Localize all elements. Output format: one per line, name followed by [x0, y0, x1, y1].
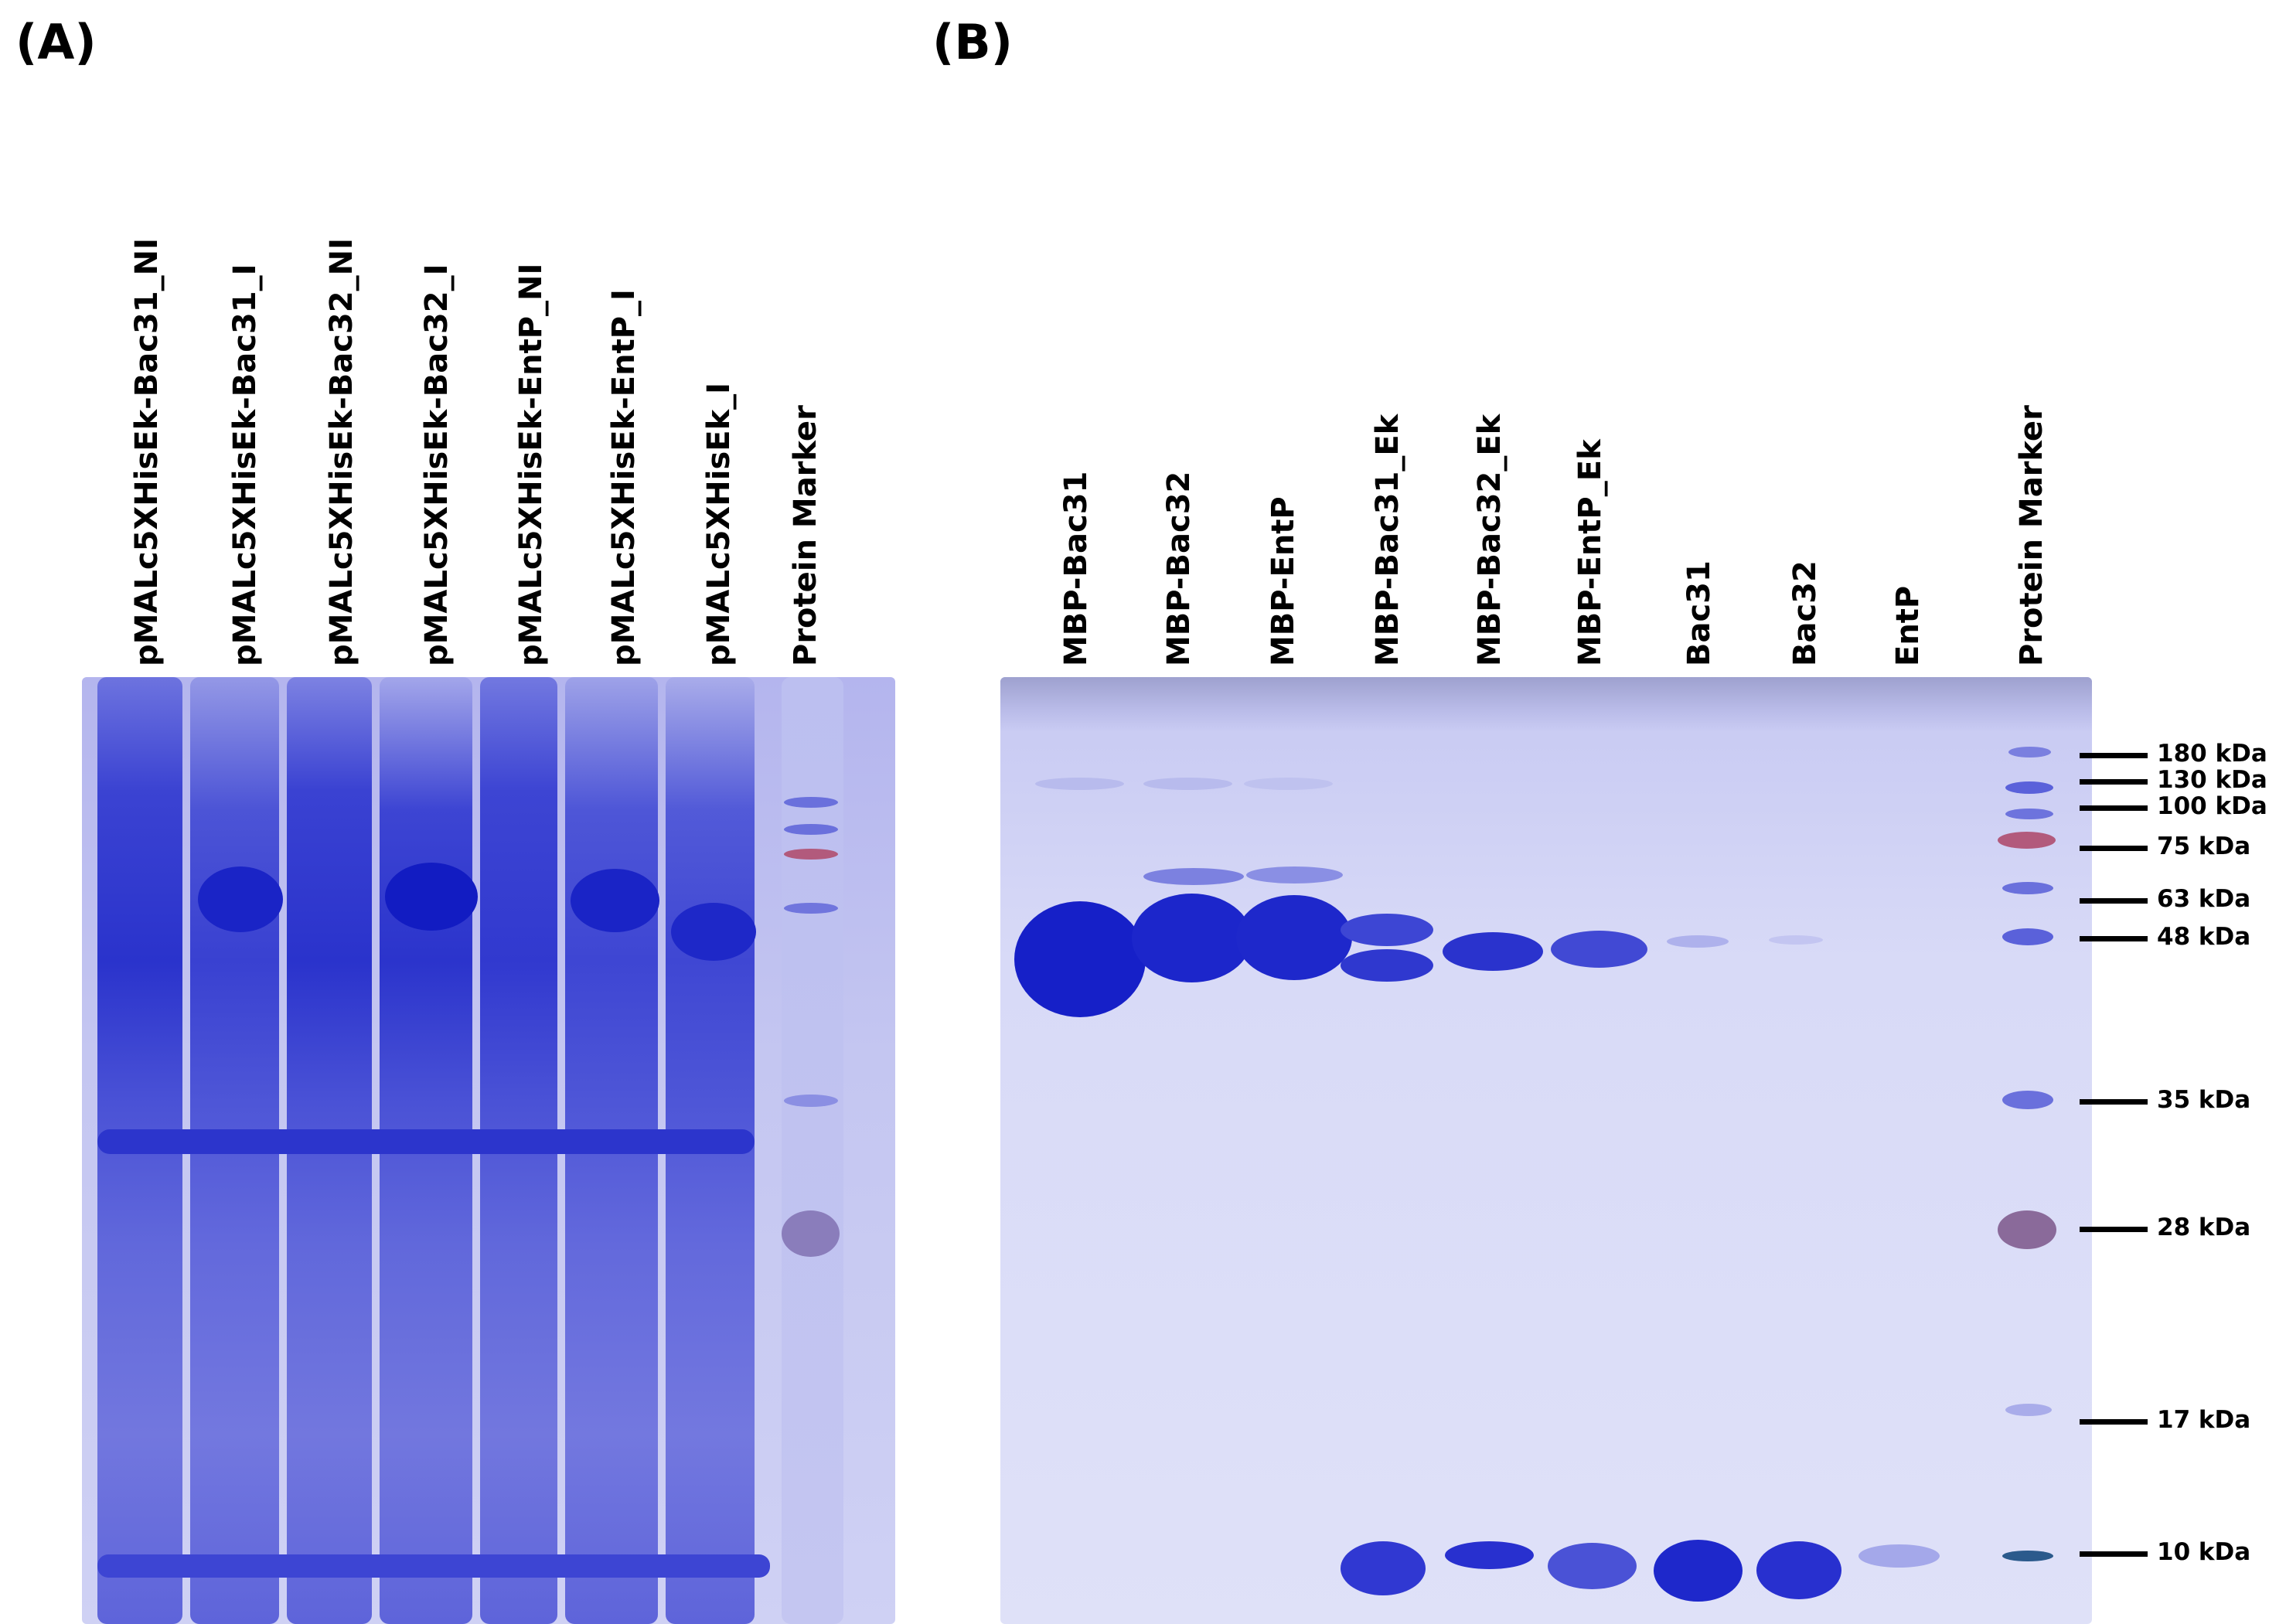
gel-b-band-faint	[1035, 778, 1124, 790]
gel-a-marker-band	[784, 824, 838, 835]
marker-tick	[2080, 753, 2148, 758]
lane-label-b-8: Bac32	[1787, 560, 1823, 666]
marker-label-17: 17 kDa	[2157, 1406, 2251, 1434]
gel-b-marker-band	[2002, 928, 2053, 945]
gel-b-band-faint	[1143, 778, 1232, 790]
lane-label-a-6: pMALc5XHisEk-EntP_I	[606, 289, 642, 666]
gel-a-band-front	[97, 1554, 770, 1578]
gel-b-band-fusion	[1132, 894, 1252, 982]
gel-b-band-fusion	[1443, 932, 1543, 971]
gel-a-marker-band	[782, 1210, 840, 1257]
gel-a-marker-band	[784, 1095, 838, 1107]
gel-a-marker-band	[784, 849, 838, 860]
gel-b-marker-band	[2008, 747, 2051, 758]
gel-b-marker-band	[2005, 809, 2053, 819]
lane-label-b-2: MBP-Bac32	[1161, 471, 1197, 666]
marker-tick	[2080, 1227, 2148, 1232]
gel-b-marker-band	[2005, 1404, 2052, 1416]
lane-label-b-1: MBP-Bac31	[1058, 471, 1094, 666]
gel-b-band-faint	[1246, 866, 1343, 883]
gel-b-band-peptide	[1654, 1540, 1743, 1602]
marker-tick	[2080, 1099, 2148, 1105]
gel-b-band-fusion	[1341, 914, 1433, 946]
gel-b-band-fusion	[1236, 895, 1352, 980]
gel-b-image	[1000, 677, 2092, 1624]
gel-b-band-fusion	[1769, 935, 1823, 945]
gel-b-band-faint	[1143, 868, 1244, 885]
marker-label-63: 63 kDa	[2157, 885, 2251, 913]
gel-b-marker-band	[2005, 781, 2053, 794]
gel-a-band-overexpressed	[671, 903, 756, 961]
lane-label-a-7: pMALc5XHisEk_I	[701, 382, 737, 666]
gel-b-band-peptide	[1548, 1543, 1637, 1589]
lane-label-a-2: pMALc5XHisEk-Bac31_I	[227, 264, 263, 666]
gel-b-band-fusion	[1551, 931, 1647, 968]
gel-a-marker-band	[784, 797, 838, 808]
lane-label-b-7: Bac31	[1681, 560, 1717, 666]
marker-label-180: 180 kDa	[2157, 740, 2267, 768]
marker-label-35: 35 kDa	[2157, 1086, 2251, 1114]
gel-b-marker-band	[1998, 1210, 2056, 1249]
lane-label-b-5: MBP-Bac32_Ek	[1472, 414, 1508, 666]
gel-a-band-overexpressed	[198, 866, 283, 932]
lane-label-a-8: Protein Marker	[788, 405, 823, 666]
gel-b-band-peptide	[1756, 1541, 1841, 1599]
marker-tick	[2080, 1419, 2148, 1425]
gel-a-image	[82, 677, 895, 1624]
panel-a-letter: (A)	[15, 14, 97, 70]
marker-tick	[2080, 1551, 2148, 1557]
gel-b-band-fusion	[1014, 901, 1146, 1017]
gel-b-band-peptide	[1445, 1541, 1534, 1569]
gel-b-band-peptide	[1858, 1544, 1940, 1568]
marker-tick	[2080, 846, 2148, 851]
gel-b-band-peptide	[1341, 1541, 1426, 1595]
marker-label-130: 130 kDa	[2157, 766, 2267, 794]
marker-tick	[2080, 936, 2148, 941]
lane-label-b-10: Protein Marker	[2014, 405, 2049, 666]
lane-label-a-5: pMALc5XHisEk-EntP_NI	[513, 263, 549, 666]
lane-label-b-3: MBP-EntP	[1266, 496, 1301, 666]
gel-b-marker-band	[1998, 832, 2056, 849]
gel-a-band-overexpressed	[571, 869, 659, 932]
marker-tick	[2080, 898, 2148, 904]
lane-label-a-1: pMALc5XHisEk-Bac31_NI	[129, 237, 165, 666]
lane-label-b-6: MBP-EntP_Ek	[1572, 439, 1608, 666]
gel-a-band-overexpressed	[385, 863, 478, 931]
panel-b-letter: (B)	[932, 14, 1013, 70]
marker-tick	[2080, 779, 2148, 785]
lane-label-a-3: pMALc5XHisEk-Bac32_NI	[324, 237, 359, 666]
lane-label-b-9: EntP	[1890, 585, 1926, 666]
lane-label-a-4: pMALc5XHisEk-Bac32_I	[419, 264, 455, 666]
gel-b-band-fusion	[1667, 935, 1729, 948]
marker-label-100: 100 kDa	[2157, 792, 2267, 820]
gel-a-band-common	[97, 1129, 755, 1154]
gel-b-band-faint	[1244, 778, 1333, 790]
gel-a-lane-8	[782, 677, 843, 1624]
marker-tick	[2080, 805, 2148, 811]
marker-label-75: 75 kDa	[2157, 832, 2251, 860]
marker-label-10: 10 kDa	[2157, 1538, 2251, 1566]
gel-a-marker-band	[784, 903, 838, 914]
gel-b-marker-band	[2002, 882, 2053, 894]
gel-b-band-fusion	[1341, 949, 1433, 982]
marker-label-48: 48 kDa	[2157, 923, 2251, 951]
marker-label-28: 28 kDa	[2157, 1214, 2251, 1241]
gel-b-marker-band	[2002, 1091, 2053, 1109]
lane-label-b-4: MBP-Bac31_Ek	[1370, 414, 1405, 666]
gel-b-marker-band	[2002, 1551, 2053, 1561]
